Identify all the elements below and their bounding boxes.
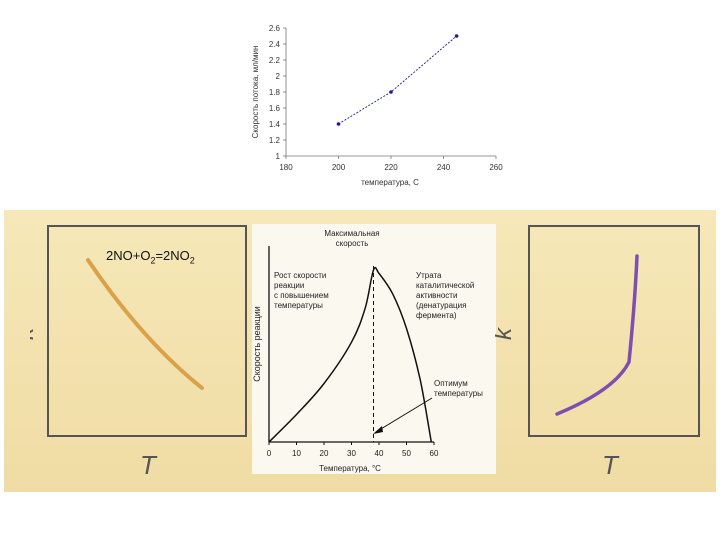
y-tick-label: 2.4: [269, 40, 281, 49]
y-axis-label: Скорость реакции: [252, 306, 262, 382]
x-tick-label: 0: [267, 449, 272, 458]
plot-frame: [528, 225, 700, 437]
data-point: [454, 34, 459, 38]
x-tick-label: 50: [402, 449, 411, 458]
y-tick-label: 1.4: [269, 120, 281, 129]
flow-rate-chart: 1 1.2 1.4 1.6 1.8 2 2.2 2.4 2.6 180 200 220 240 260 …: [240, 10, 510, 198]
x-tick-label: 60: [430, 449, 439, 458]
data-point: [389, 90, 393, 94]
series-line: [338, 35, 457, 125]
x-tick-label: 220: [384, 163, 398, 172]
formula-subscript: 2: [189, 255, 195, 266]
y-tick-label: 1.6: [269, 104, 281, 113]
k-vs-t-increasing-chart: k T: [490, 222, 705, 484]
x-tick-label: 240: [437, 163, 451, 172]
rise-label-line: температуры: [274, 301, 323, 310]
denaturation-label-line: (денатурация: [416, 301, 466, 310]
denaturation-label-line: Утрата: [416, 271, 442, 280]
x-axis-label: T: [602, 450, 620, 480]
y-axis-label: k: [495, 326, 517, 340]
y-axis-label: k: [30, 326, 39, 340]
arrow-head: [373, 426, 383, 434]
x-axis-label: температура, С: [361, 178, 419, 187]
optimum-label-line: температуры: [434, 389, 483, 398]
reaction-equation: 2NO+O2=2NO2: [106, 248, 195, 266]
x-tick-label: 10: [292, 449, 301, 458]
denaturation-label-line: активности: [416, 291, 457, 300]
flow-rate-chart-svg: 11.21.41.61.822.22.42.6 180 200 220 240 260 …: [251, 24, 503, 187]
rise-label-line: Рост скорости: [274, 271, 326, 280]
formula-subscript: 2: [150, 255, 156, 266]
optimum-label-line: Оптимум: [434, 379, 468, 388]
y-tick-label: 1.2: [269, 136, 281, 145]
center-chart-svg: 0 10 20 30 40 50 60 Максимальная скорость Рост…: [252, 229, 483, 473]
right-chart-svg: k T: [490, 225, 700, 480]
enzyme-temperature-chart: 0 10 20 30 40 50 60 Максимальная скорость Рост…: [252, 224, 496, 474]
formula-part: =2NO: [155, 248, 190, 263]
y-tick-label: 1: [276, 152, 281, 161]
y-tick-label: 2.6: [269, 24, 281, 33]
x-tick-label: 260: [489, 163, 503, 172]
x-tick-label: 20: [320, 449, 329, 458]
x-axis-label: T: [140, 450, 158, 480]
y-tick-label: 2.2: [269, 56, 281, 65]
plot-frame: [47, 225, 247, 437]
peak-label-line2: скорость: [336, 239, 369, 248]
rise-label-line: с повышением: [274, 291, 329, 300]
y-tick-label: 1.8: [269, 88, 281, 97]
optimum-arrow: [375, 397, 433, 433]
y-axis-label: Скорость потока, мл/мин: [251, 46, 260, 139]
x-tick-label: 180: [279, 163, 293, 172]
x-tick-label: 30: [347, 449, 356, 458]
decreasing-curve: [86, 258, 204, 390]
x-tick-label: 40: [375, 449, 384, 458]
data-point: [336, 122, 341, 126]
denaturation-label-line: каталитической: [416, 281, 474, 290]
y-tick-label: 2: [276, 72, 281, 81]
increasing-curve: [555, 254, 639, 416]
formula-part: 2NO+O: [106, 248, 151, 263]
rise-label-line: реакции: [274, 281, 304, 290]
peak-label-line1: Максимальная: [324, 229, 379, 238]
x-tick-label: 200: [332, 163, 346, 172]
x-axis-label: Температура, °С: [319, 464, 381, 473]
denaturation-label-line: фермента): [416, 311, 457, 320]
